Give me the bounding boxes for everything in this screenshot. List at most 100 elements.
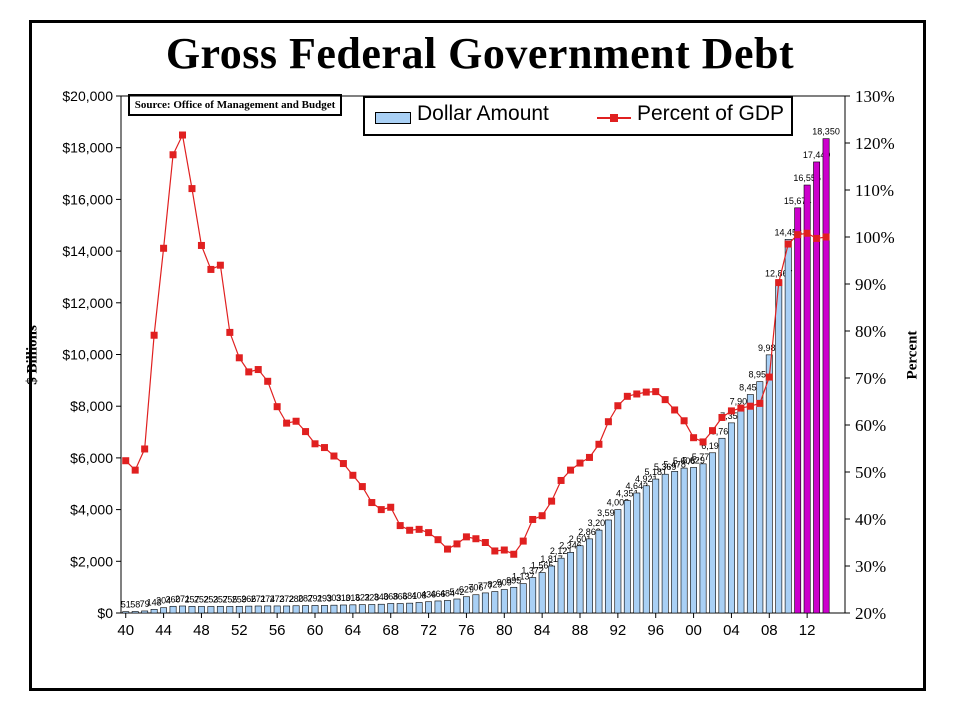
bar-data-label: 303 [326, 593, 341, 603]
bar-data-label: 5,478 [663, 459, 686, 469]
percent-marker [188, 185, 196, 193]
x-tick-label: 12 [799, 622, 816, 639]
percent-marker [254, 366, 262, 374]
bar [595, 529, 603, 614]
bar [604, 519, 612, 614]
bar [216, 606, 224, 614]
right-tick-label: 60% [855, 416, 886, 435]
bar-data-label: 1,817 [540, 554, 563, 564]
bar [775, 280, 783, 614]
bar-data-label: 58 [130, 600, 140, 610]
bar [358, 604, 366, 614]
bar [661, 473, 669, 614]
bar [453, 598, 461, 614]
bar-data-label: 14,456 [774, 227, 802, 237]
bar-data-label: 3,206 [588, 518, 611, 528]
percent-marker [690, 434, 698, 442]
bar-data-label: 16,556 [793, 173, 821, 183]
bar-data-label: 79 [140, 599, 150, 609]
bar [160, 607, 168, 614]
percent-marker [633, 390, 641, 398]
left-tick-label: $12,000 [62, 295, 113, 311]
percent-marker [510, 550, 518, 558]
bar [283, 605, 291, 614]
percent-marker [784, 240, 792, 248]
bar [396, 603, 404, 614]
percent-marker [302, 428, 310, 436]
percent-marker [396, 522, 404, 530]
bar-data-label: 2,601 [569, 534, 592, 544]
bar [425, 601, 433, 614]
percent-marker [709, 427, 717, 435]
bar [141, 610, 149, 614]
bar-data-label: 3,598 [597, 508, 620, 518]
bar [765, 354, 773, 614]
bar [311, 605, 319, 614]
percent-marker [377, 506, 385, 514]
percent-marker [557, 476, 565, 484]
bar-data-label: 12,867 [765, 268, 793, 278]
bar-data-label: 340 [374, 592, 389, 602]
bar-data-label: 272 [279, 594, 294, 604]
percent-marker [122, 457, 130, 465]
x-tick-label: 88 [572, 622, 589, 639]
percent-marker [652, 388, 660, 396]
bar [586, 538, 593, 614]
bar [264, 605, 272, 614]
x-tick-label: 08 [761, 622, 778, 639]
x-tick-label: 52 [231, 622, 248, 639]
bar-data-label: 2,346 [559, 540, 582, 550]
bar-data-label: 542 [449, 587, 464, 597]
percent-marker [406, 526, 414, 534]
left-tick-label: $8,000 [70, 398, 113, 414]
bar [330, 604, 338, 614]
x-tick-label: 92 [610, 622, 627, 639]
bar-data-label: 5,181 [644, 467, 667, 477]
bar [273, 605, 281, 614]
bar [538, 572, 546, 614]
bar-data-label: 266 [241, 594, 256, 604]
bar-data-label: 4,643 [626, 481, 649, 491]
plot-area [120, 95, 846, 614]
bar [481, 592, 489, 614]
x-tick-label: 48 [193, 622, 210, 639]
bar [652, 478, 660, 614]
bar [463, 596, 470, 614]
percent-marker [283, 419, 291, 427]
bar-data-label: 293 [317, 593, 332, 603]
left-tick-label: $14,000 [62, 243, 113, 259]
percent-marker [207, 265, 215, 273]
bar [633, 492, 641, 614]
bar [680, 467, 688, 614]
right-tick-label: 100% [855, 228, 895, 247]
legend-label-percent: Percent of GDP [637, 102, 785, 125]
percent-marker [453, 540, 461, 548]
left-tick-label: $10,000 [62, 347, 113, 363]
percent-marker [264, 377, 272, 385]
bar-data-label: 310 [336, 593, 351, 603]
x-tick-label: 72 [420, 622, 437, 639]
bar [235, 606, 243, 614]
bar [737, 408, 745, 614]
bar-data-label: 271 [251, 594, 266, 604]
right-tick-label: 30% [855, 557, 886, 576]
x-tick-label: 56 [269, 622, 286, 639]
bar-data-label: 368 [383, 591, 398, 601]
bar [254, 605, 262, 614]
bar-data-label: 436 [421, 590, 436, 600]
right-tick-label: 20% [855, 604, 886, 623]
bar [131, 611, 139, 614]
percent-marker [179, 131, 187, 139]
bar-projected [803, 184, 811, 614]
bar-data-label: 4,002 [607, 498, 630, 508]
bar-projected [794, 207, 802, 614]
bar [245, 605, 253, 614]
percent-marker [623, 392, 631, 400]
chart-title: Gross Federal Government Debt [165, 29, 795, 78]
percent-marker [358, 483, 366, 491]
percent-marker [813, 234, 821, 242]
x-tick-label: 00 [685, 622, 702, 639]
percent-marker [727, 407, 735, 415]
percent-marker [273, 403, 281, 411]
